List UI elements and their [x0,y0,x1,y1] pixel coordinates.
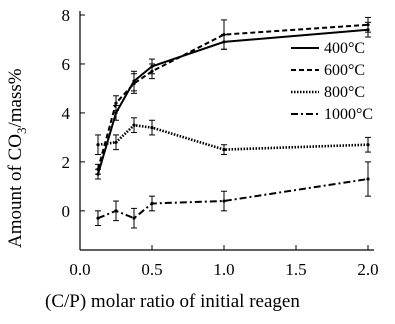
series-3 [95,161,371,229]
data-point [132,123,136,127]
series-line [97,23,369,170]
data-point [150,69,154,73]
data-point [114,101,118,105]
y-tick-label: 0 [62,202,71,221]
x-tick-label: 0.0 [69,260,90,279]
series-layer [95,16,371,229]
series-line [97,178,369,220]
data-point [132,216,136,220]
data-point [96,216,100,220]
data-point [114,209,118,213]
data-point [96,143,100,147]
series-line [97,28,369,175]
x-tick-label: 0.5 [141,260,162,279]
y-axis-title-prefix: Amount of CO [5,134,26,248]
y-axis-title: Amount of CO3/mass% [5,68,29,248]
y-axis-title-suffix: /mass% [5,68,26,127]
axes: 0 2 4 6 8 0.0 0.5 1.0 1.5 2.0 [62,6,379,279]
legend-label: 1000°C [324,106,373,123]
y-tick-label: 8 [62,6,71,25]
data-point [114,140,118,144]
data-point [150,126,154,130]
legend-label: 400°C [324,40,365,57]
x-tick-label: 1.0 [213,260,234,279]
data-point [132,81,136,86]
data-point [114,111,118,115]
data-point [96,167,100,171]
series-1 [95,16,371,175]
y-tick-label: 6 [62,55,71,74]
legend-label: 600°C [324,62,365,79]
data-point [222,199,226,203]
data-point [366,143,370,147]
legend: 400°C 600°C 800°C 1000°C [291,40,373,123]
x-axis-title: (C/P) molar ratio of initial reagen [45,291,300,312]
data-point [366,23,370,27]
y-tick-label: 2 [62,153,71,172]
legend-label: 800°C [324,84,365,101]
data-point [366,177,370,181]
y-tick-label: 4 [62,104,71,123]
y-axis-title-subscript: 3 [14,128,29,135]
data-point [222,148,226,152]
series-line [97,123,369,151]
data-point [150,201,154,206]
x-tick-label: 1.5 [285,260,306,279]
data-point [222,32,226,37]
x-tick-label: 2.0 [357,260,378,279]
series-2 [95,117,371,156]
